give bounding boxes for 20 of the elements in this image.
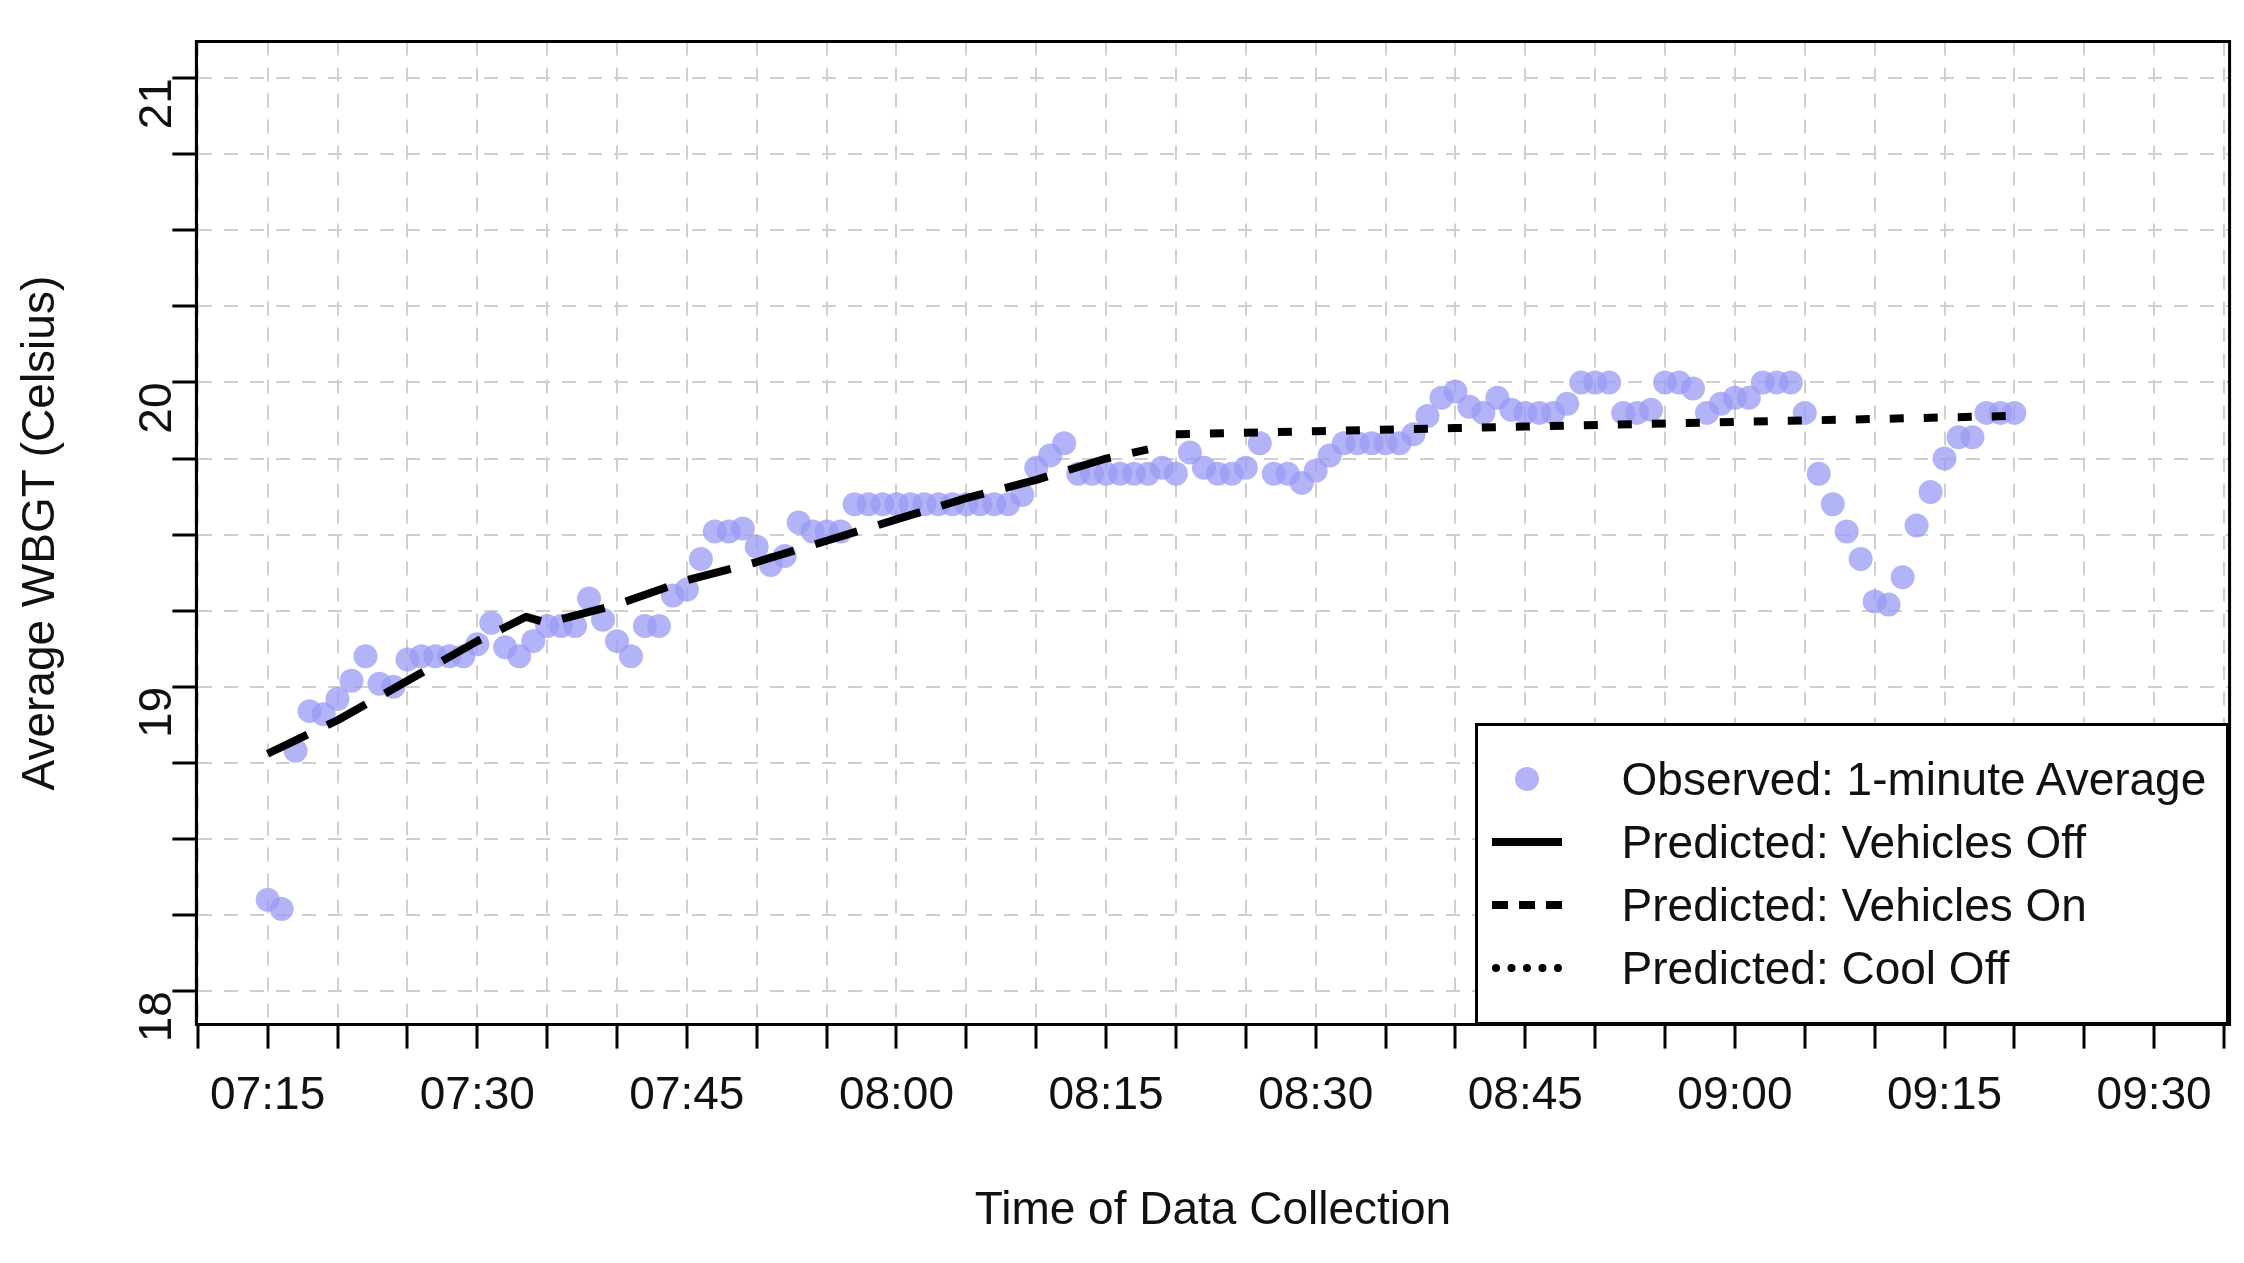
legend-label: Predicted: Vehicles On [1621,877,2087,933]
x-tick-label: 08:30 [1258,1066,1374,1119]
x-tick-label: 08:00 [838,1066,955,1119]
legend-label: Predicted: Cool Off [1621,940,2010,996]
x-tick-label: 07:45 [629,1066,745,1119]
y-axis-title: Average WBGT (Celsius) [12,275,65,791]
x-tick-label: 08:15 [1048,1066,1164,1119]
x-tick-label: 07:30 [419,1066,535,1119]
y-tick-label: 18 [129,991,182,1043]
legend-label: Observed: 1-minute Average [1621,751,2207,807]
x-tick-label: 09:15 [1886,1066,2003,1119]
y-tick-label: 19 [129,686,182,738]
x-tick-label: 09:30 [2096,1066,2212,1119]
x-tick-label: 07:15 [210,1066,326,1119]
x-axis-title: Time of Data Collection [974,1182,1452,1235]
x-tick-label: 08:45 [1467,1066,1583,1119]
y-tick-label: 21 [129,78,182,130]
y-tick-label: 20 [129,382,182,434]
x-tick-label: 09:00 [1677,1066,1793,1119]
legend-label: Predicted: Vehicles Off [1621,814,2087,870]
